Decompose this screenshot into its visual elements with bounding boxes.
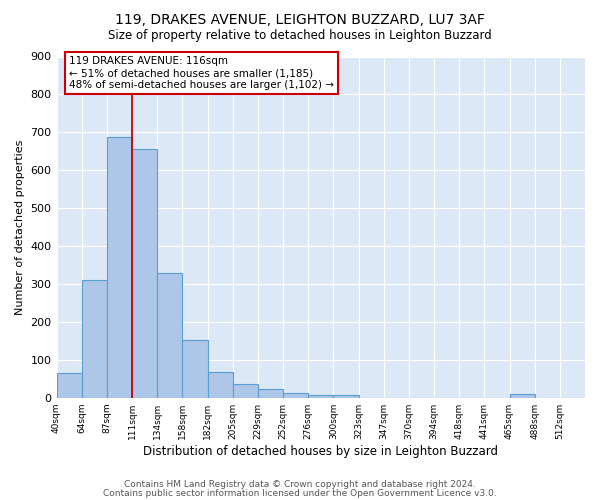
Text: 119, DRAKES AVENUE, LEIGHTON BUZZARD, LU7 3AF: 119, DRAKES AVENUE, LEIGHTON BUZZARD, LU…	[115, 12, 485, 26]
Bar	[182, 340, 208, 398]
Bar	[107, 138, 132, 398]
Bar	[157, 272, 182, 398]
Bar	[132, 150, 157, 398]
Bar	[258, 390, 283, 398]
Bar	[308, 394, 334, 398]
Text: Contains public sector information licensed under the Open Government Licence v3: Contains public sector information licen…	[103, 488, 497, 498]
Bar	[233, 384, 258, 398]
Bar	[208, 372, 233, 398]
Bar	[56, 373, 82, 398]
Y-axis label: Number of detached properties: Number of detached properties	[15, 140, 25, 315]
Bar	[283, 393, 308, 398]
Bar	[509, 394, 535, 398]
Bar	[82, 280, 107, 398]
X-axis label: Distribution of detached houses by size in Leighton Buzzard: Distribution of detached houses by size …	[143, 444, 498, 458]
Text: 119 DRAKES AVENUE: 116sqm
← 51% of detached houses are smaller (1,185)
48% of se: 119 DRAKES AVENUE: 116sqm ← 51% of detac…	[69, 56, 334, 90]
Text: Contains HM Land Registry data © Crown copyright and database right 2024.: Contains HM Land Registry data © Crown c…	[124, 480, 476, 489]
Text: Size of property relative to detached houses in Leighton Buzzard: Size of property relative to detached ho…	[108, 28, 492, 42]
Bar	[334, 395, 359, 398]
